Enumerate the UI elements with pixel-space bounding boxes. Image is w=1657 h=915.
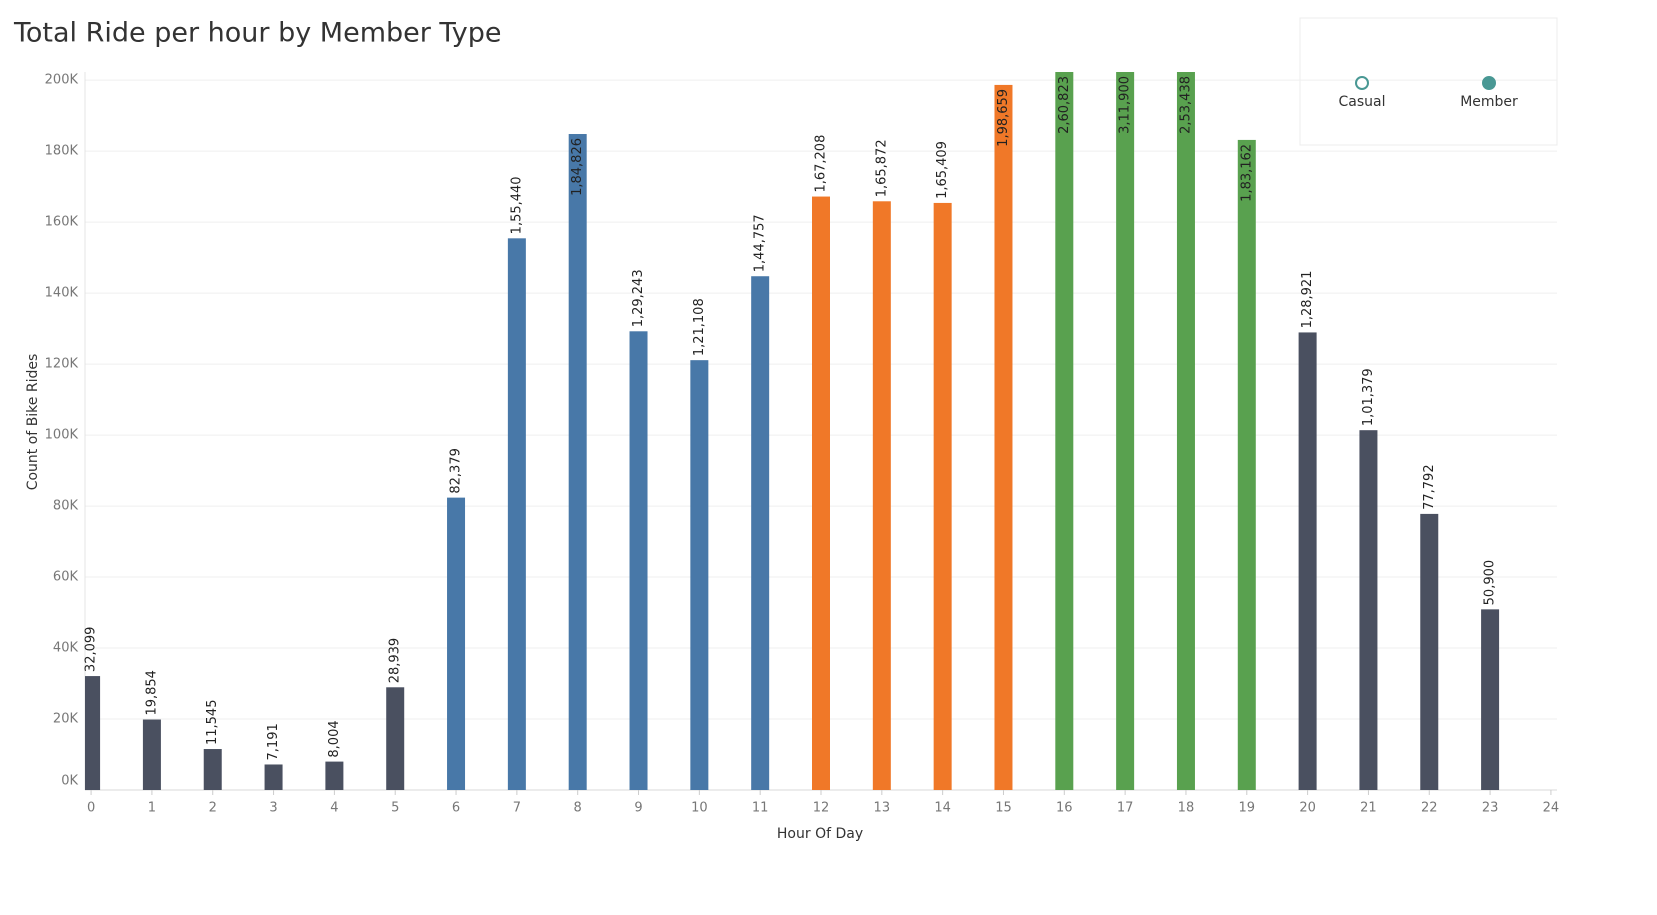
y-axis-title: Count of Bike Rides	[25, 354, 41, 491]
legend-label: Casual	[1339, 94, 1386, 110]
x-tick-label: 0	[87, 801, 95, 816]
bar	[507, 238, 526, 791]
bar	[1116, 72, 1135, 790]
bar	[1298, 332, 1317, 790]
bar	[325, 761, 344, 790]
x-tick-label: 17	[1117, 801, 1134, 816]
x-tick-label: 24	[1543, 801, 1560, 816]
bar	[812, 196, 830, 790]
data-label: 1,55,440	[509, 176, 524, 234]
y-tick-label: 140K	[45, 286, 79, 301]
x-tick-label: 15	[995, 801, 1012, 816]
bar	[629, 331, 648, 790]
bar	[203, 749, 222, 790]
y-tick-label: 160K	[45, 215, 79, 230]
y-tick-label: 180K	[45, 144, 79, 159]
data-label: 1,83,162	[1239, 144, 1254, 202]
data-label: 2,60,823	[1057, 76, 1072, 134]
y-tick-label: 60K	[53, 570, 79, 585]
data-label: 1,65,409	[935, 141, 950, 199]
data-label: 1,21,108	[692, 298, 707, 356]
bar	[1359, 430, 1378, 790]
x-tick-label: 18	[1178, 801, 1195, 816]
data-label: 1,67,208	[814, 135, 829, 193]
data-label: 1,98,659	[996, 89, 1011, 147]
data-label: 1,01,379	[1361, 368, 1376, 426]
x-tick-label: 1	[148, 801, 156, 816]
data-label: 8,004	[327, 720, 342, 757]
bar	[447, 497, 466, 790]
y-tick-label: 120K	[45, 357, 79, 372]
bar	[933, 202, 952, 790]
legend-box	[1299, 17, 1558, 146]
data-label: 28,939	[388, 638, 403, 684]
bar	[1055, 72, 1074, 790]
plot-area	[85, 72, 1500, 791]
data-label: 3,11,900	[1118, 76, 1133, 134]
x-tick-label: 13	[874, 801, 891, 816]
bar	[1420, 513, 1439, 790]
bar	[142, 719, 161, 790]
data-label: 82,379	[449, 448, 464, 494]
x-tick-label: 10	[691, 801, 708, 816]
data-label: 1,84,826	[570, 138, 585, 196]
data-label: 32,099	[84, 627, 99, 673]
legend-marker	[1355, 76, 1369, 90]
x-tick-label: 16	[1056, 801, 1073, 816]
bar	[751, 276, 770, 790]
x-tick-label: 12	[813, 801, 830, 816]
data-label: 7,191	[266, 723, 281, 760]
bar	[85, 676, 101, 790]
data-label: 77,792	[1422, 464, 1437, 510]
data-label: 50,900	[1483, 560, 1498, 606]
x-tick-label: 2	[209, 801, 217, 816]
x-axis-title: Hour Of Day	[777, 826, 863, 842]
bar	[568, 134, 587, 791]
x-tick-label: 21	[1360, 801, 1377, 816]
x-tick-label: 9	[634, 801, 642, 816]
y-tick-label: 100K	[45, 428, 79, 443]
x-tick-label: 7	[513, 801, 521, 816]
data-label: 1,28,921	[1300, 271, 1315, 329]
legend-marker	[1482, 76, 1496, 90]
x-tick-label: 23	[1482, 801, 1499, 816]
x-tick-label: 11	[752, 801, 769, 816]
legend-label: Member	[1460, 94, 1518, 110]
y-tick-label: 200K	[45, 73, 79, 88]
data-label: 2,53,438	[1178, 76, 1193, 134]
x-tick-label: 3	[269, 801, 277, 816]
y-tick-label: 20K	[53, 712, 79, 727]
data-label: 19,854	[144, 670, 159, 716]
bar	[386, 687, 405, 790]
bar	[1481, 609, 1500, 790]
bar	[264, 764, 283, 790]
bar	[1176, 72, 1195, 790]
y-tick-label: 80K	[53, 499, 79, 514]
x-tick-label: 20	[1299, 801, 1316, 816]
x-tick-label: 8	[574, 801, 582, 816]
x-tick-label: 4	[330, 801, 338, 816]
x-tick-label: 14	[934, 801, 951, 816]
y-tick-label: 0K	[61, 774, 78, 789]
x-tick-label: 5	[391, 801, 399, 816]
chart-title: Total Ride per hour by Member Type	[13, 18, 501, 49]
bar	[690, 360, 709, 790]
x-tick-label: 19	[1239, 801, 1256, 816]
y-tick-label: 40K	[53, 641, 79, 656]
data-label: 11,545	[205, 700, 220, 746]
x-tick-label: 22	[1421, 801, 1438, 816]
data-label: 1,65,872	[874, 139, 889, 197]
bar	[1237, 139, 1256, 790]
bar	[872, 201, 891, 791]
x-tick-label: 6	[452, 801, 460, 816]
data-label: 1,29,243	[631, 269, 646, 327]
bar	[994, 84, 1013, 790]
data-label: 1,44,757	[753, 214, 768, 272]
